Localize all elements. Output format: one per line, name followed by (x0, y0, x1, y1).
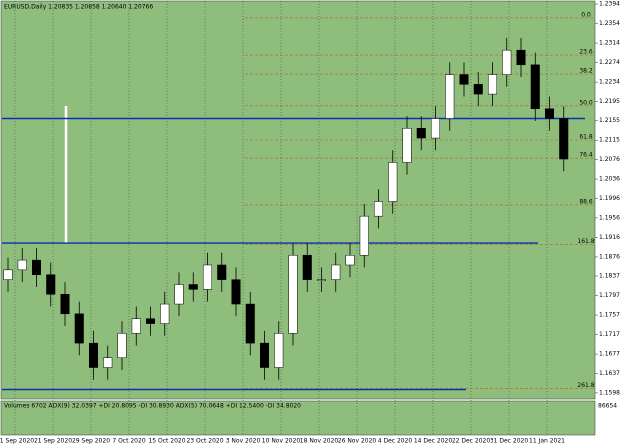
x-tick-label: 22 Dec 2020 (452, 438, 491, 445)
candle-body (331, 264, 341, 280)
candle-body (359, 215, 369, 256)
x-tick-label: 21 Sep 2020 (34, 438, 72, 445)
candle-body (274, 333, 284, 368)
x-tick-label: 18 Nov 2020 (300, 438, 339, 445)
candle-body (174, 284, 184, 305)
chart-title: EURUSD,Daily 1.20835 1.20858 1.20640 1.2… (4, 4, 153, 11)
x-tick-label: 3 Nov 2020 (226, 438, 261, 445)
fib-label: 76.4 (579, 152, 593, 159)
y-tick-label: 1.20760 (599, 156, 620, 163)
candle-body (416, 128, 426, 139)
fib-label: 23.6 (579, 49, 593, 56)
y-tick-label: 1.16775 (599, 351, 620, 358)
candle-body (160, 303, 170, 324)
candle-body (473, 84, 483, 95)
y-tick-label: 1.17975 (599, 292, 620, 299)
candle-body (302, 254, 312, 280)
x-tick-label: 10 Nov 2020 (262, 438, 301, 445)
x-tick-label: 15 Oct 2020 (148, 438, 185, 445)
candle-body (245, 303, 255, 344)
fib-label: 261.8 (577, 382, 594, 389)
candle-body (345, 254, 355, 266)
fib-label: 38.2 (579, 68, 593, 75)
candle-body (103, 357, 113, 368)
x-tick-label: 7 Oct 2020 (112, 438, 145, 445)
candle-body (202, 264, 213, 290)
candle-body (131, 318, 141, 334)
y-tick-label: 1.17175 (599, 331, 620, 338)
y-tick-label: 1.18375 (599, 272, 620, 279)
y-tick-label: 1.23945 (599, 1, 620, 8)
indicator-panel (0, 400, 596, 436)
x-tick-label: 31 Dec 2020 (490, 438, 529, 445)
y-tick-label: 1.18765 (599, 253, 620, 260)
y-tick-label: 1.21155 (599, 137, 620, 144)
y-tick-label: 1.20360 (599, 176, 620, 183)
candle-body (288, 254, 298, 334)
candle-body (145, 318, 156, 324)
candle-body (188, 284, 198, 290)
candle-body (316, 279, 327, 281)
candle-body (217, 264, 227, 280)
x-tick-label: 11 Jan 2021 (529, 438, 565, 445)
candle-body (231, 279, 241, 305)
plot-area (0, 0, 596, 400)
y-tick-label: 1.22345 (599, 79, 620, 86)
indicator-axis-label: 86654 (598, 403, 617, 410)
candle-body (388, 162, 398, 202)
x-tick-label: 4 Dec 2020 (378, 438, 413, 445)
candle-body (3, 269, 13, 280)
fib-label: 88.6 (579, 198, 593, 205)
x-tick-label: 23 Oct 2020 (186, 438, 223, 445)
y-tick-label: 1.19165 (599, 234, 620, 241)
x-tick-label: 11 Sep 2020 (0, 438, 34, 445)
y-tick-label: 1.23145 (599, 40, 620, 47)
candle-body (46, 274, 56, 295)
y-tick-label: 1.23545 (599, 20, 620, 27)
candle-body (259, 342, 270, 368)
y-tick-label: 1.21555 (599, 117, 620, 124)
candle-body (88, 342, 99, 368)
indicator-label: Volumes 6702 ADX(9) 32.0397 +DI 20.8095 … (4, 403, 301, 410)
candle-body (544, 108, 555, 119)
y-tick-label: 1.22745 (599, 59, 620, 66)
candle-body (17, 259, 27, 271)
candle-body (60, 294, 70, 315)
candle-body (445, 74, 455, 119)
candle-body (559, 118, 569, 160)
candle-body (430, 118, 441, 139)
y-tick-label: 1.16375 (599, 370, 620, 377)
fib-label: 61.8 (579, 133, 593, 140)
y-tick-label: 1.17575 (599, 312, 620, 319)
fib-label: 0.0 (581, 11, 591, 18)
fib-label: 161.8 (577, 238, 594, 245)
candle-body (74, 313, 84, 344)
fib-label: 50.0 (579, 99, 593, 106)
y-tick-label: 1.19565 (599, 214, 620, 221)
candle-body (117, 333, 127, 359)
candle-body (502, 49, 512, 75)
x-tick-label: 14 Dec 2020 (414, 438, 453, 445)
y-tick-label: 1.21950 (599, 98, 620, 105)
x-tick-label: 26 Nov 2020 (338, 438, 377, 445)
candle-body (516, 49, 526, 66)
candle-body (373, 201, 384, 217)
y-tick-label: 1.19960 (599, 195, 620, 202)
x-tick-label: 29 Sep 2020 (72, 438, 110, 445)
candle-body (487, 74, 498, 95)
candle-body (530, 64, 540, 109)
candle-body (31, 259, 42, 276)
candle-body (402, 128, 412, 163)
candle-body (459, 74, 469, 85)
